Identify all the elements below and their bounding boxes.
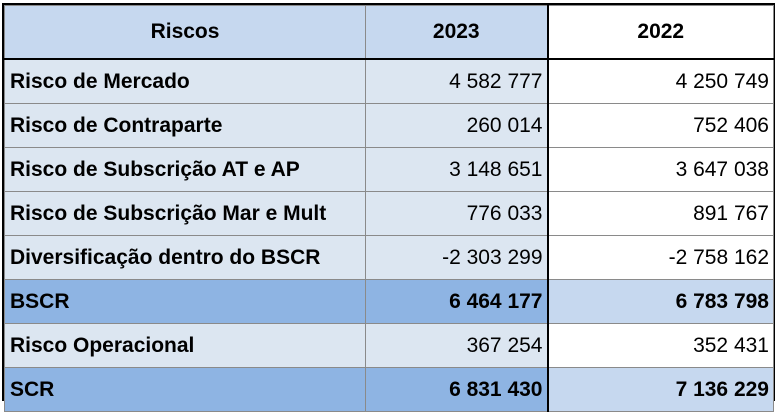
row-label: Risco de Mercado bbox=[4, 58, 366, 104]
row-label: Risco Operacional bbox=[4, 323, 366, 368]
header-riscos: Riscos bbox=[4, 5, 366, 60]
row-label: Risco de Subscrição AT e AP bbox=[4, 147, 366, 192]
header-2022: 2022 bbox=[547, 5, 774, 60]
table-row: Risco de Subscrição AT e AP 3 148 651 3 … bbox=[4, 147, 774, 192]
value-2022: 6 783 798 bbox=[547, 279, 774, 324]
row-label: Risco de Contraparte bbox=[4, 103, 366, 148]
value-2022: -2 758 162 bbox=[547, 235, 774, 280]
value-2023: 367 254 bbox=[365, 323, 549, 368]
value-2022: 752 406 bbox=[547, 103, 774, 148]
value-2023: 776 033 bbox=[365, 191, 549, 236]
value-2023: -2 303 299 bbox=[365, 235, 549, 280]
value-2023: 6 464 177 bbox=[365, 279, 549, 324]
risk-table: Riscos 2023 2022 Risco de Mercado 4 582 … bbox=[4, 5, 774, 412]
risk-table-container: Riscos 2023 2022 Risco de Mercado 4 582 … bbox=[2, 3, 775, 412]
row-label: Diversificação dentro do BSCR bbox=[4, 235, 366, 280]
table-row: Risco Operacional 367 254 352 431 bbox=[4, 323, 774, 368]
value-2023: 4 582 777 bbox=[365, 58, 549, 104]
row-label: BSCR bbox=[4, 279, 366, 324]
value-2022: 4 250 749 bbox=[547, 58, 774, 104]
value-2023: 3 148 651 bbox=[365, 147, 549, 192]
table-row: Risco de Subscrição Mar e Mult 776 033 8… bbox=[4, 191, 774, 236]
table-row-bscr-total: BSCR 6 464 177 6 783 798 bbox=[4, 279, 774, 324]
row-label: Risco de Subscrição Mar e Mult bbox=[4, 191, 366, 236]
table-row: Risco de Contraparte 260 014 752 406 bbox=[4, 103, 774, 148]
header-2023: 2023 bbox=[365, 5, 549, 60]
table-header-row: Riscos 2023 2022 bbox=[4, 5, 774, 60]
value-2022: 352 431 bbox=[547, 323, 774, 368]
value-2022: 891 767 bbox=[547, 191, 774, 236]
value-2022: 3 647 038 bbox=[547, 147, 774, 192]
table-row: Diversificação dentro do BSCR -2 303 299… bbox=[4, 235, 774, 280]
value-2023: 6 831 430 bbox=[365, 367, 549, 412]
table-row: Risco de Mercado 4 582 777 4 250 749 bbox=[4, 58, 774, 104]
value-2023: 260 014 bbox=[365, 103, 549, 148]
